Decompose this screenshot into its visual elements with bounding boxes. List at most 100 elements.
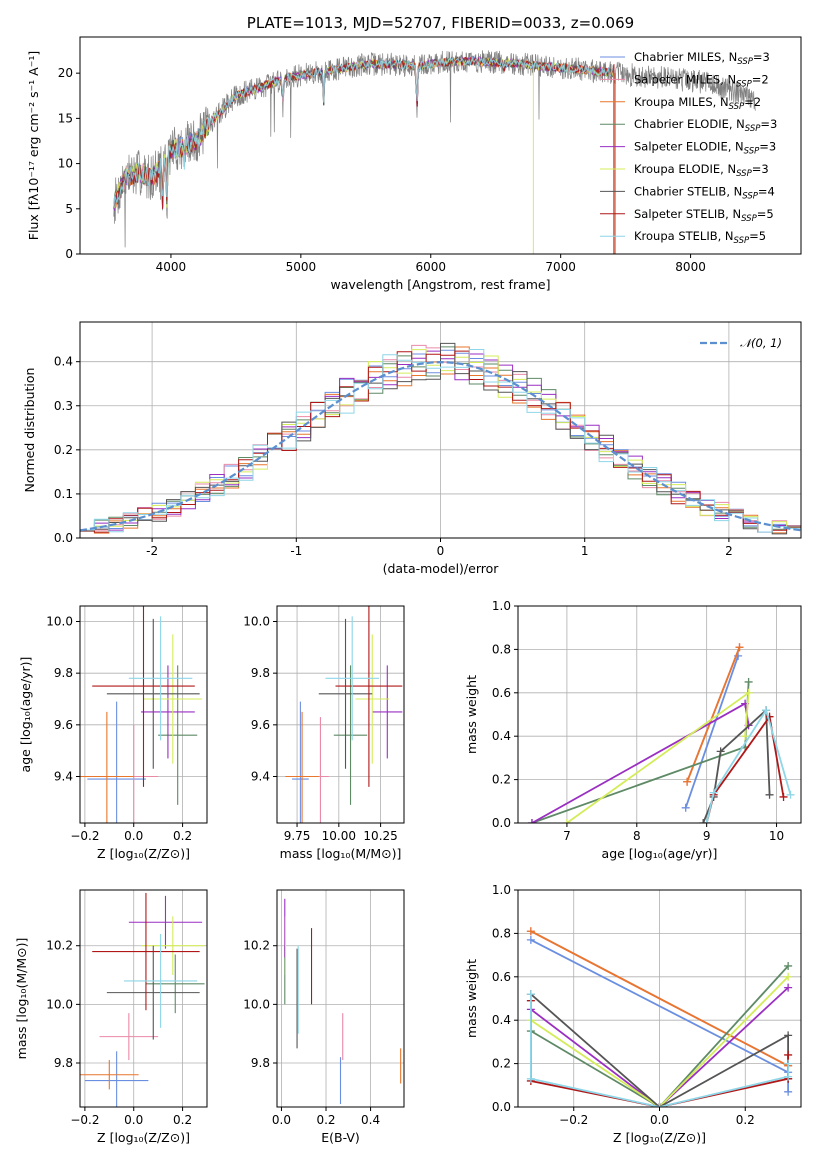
residuals-axes: -2 -1 0 1 2 0.0 0.1 0.2 0.3 0.4 (data-model)/error…	[22, 321, 802, 576]
kroupa_elodie-marker	[784, 972, 793, 981]
weight-vs-age-frame	[517, 605, 802, 824]
y-tick-label: 10.0	[46, 997, 73, 1011]
x-tick-label: -2	[146, 544, 158, 558]
x-tick-label: −0.2	[70, 829, 99, 843]
legend-text: Salpeter ELODIE, N	[634, 140, 744, 154]
y-axis-label: Flux [fλ10⁻¹⁷ erg cm⁻² s⁻¹ A⁻¹]	[26, 51, 41, 240]
kroupa_stelib-marker	[784, 1059, 793, 1068]
y-tick-label: 0.4	[54, 355, 73, 369]
mass-vs-ebv-frame	[276, 889, 405, 1108]
legend-subscript: SSP	[741, 214, 757, 224]
y-tick-label: 10.2	[243, 939, 270, 953]
x-tick-label: 0	[437, 544, 445, 558]
legend-label-salpeter_miles: Salpeter MILES, NSSP=2	[634, 72, 769, 89]
kroupa_elodie-marker	[562, 819, 571, 823]
y-tick-label: 10.0	[243, 997, 270, 1011]
chabrier_stelib-marker	[699, 819, 708, 823]
y-tick-label: 0.1	[54, 487, 73, 501]
y-tick-label: 0.3	[54, 399, 73, 413]
salpeter_stelib-marker	[784, 1050, 793, 1059]
legend-text: Chabrier STELIB, N	[634, 184, 742, 198]
weight-vs-age-panel: 7 8 9 10 0.0 0.2 0.4 0.6 0.8 1.0 age [log₁₀(age/yr…	[464, 599, 802, 861]
kroupa_elodie-weight-line	[530, 976, 789, 1107]
spectrum-frame	[79, 36, 802, 255]
y-tick-label: 0.4	[492, 729, 511, 743]
x-axis-label: Z [log₁₀(Z/Z⊙)]	[97, 846, 190, 861]
x-tick-label: 8000	[675, 260, 706, 274]
mass-vs-Z-plot-area	[80, 892, 205, 1107]
kroupa_miles-weight-line	[530, 930, 789, 1067]
residuals-plot-area	[80, 342, 801, 535]
legend-text: Kroupa ELODIE, N	[634, 162, 736, 176]
y-tick-label: 10.2	[46, 939, 73, 953]
kroupa_stelib-marker	[526, 1074, 535, 1083]
residuals-panel: -2 -1 0 1 2 0.0 0.1 0.2 0.3 0.4 (data-model)/error…	[22, 321, 802, 576]
chabrier_elodie-weight-line	[531, 681, 750, 823]
age-vs-Z-plot-area	[80, 606, 203, 823]
y-tick-label: 1.0	[492, 599, 511, 613]
legend-label-chabrier_miles: Chabrier MILES, NSSP=3	[634, 50, 770, 67]
residuals-legend: 𝒩(0, 1)	[700, 336, 782, 350]
x-axis-label: Z [log₁₀(Z/Z⊙)]	[97, 1130, 190, 1145]
x-tick-label: 7	[563, 829, 571, 843]
legend-tail: =3	[760, 117, 777, 131]
legend-tail: =2	[752, 72, 769, 86]
y-tick-label: 1.0	[492, 883, 511, 897]
mass-vs-Z-panel: −0.2 0.0 0.2 9.8 10.0 10.2 Z [log₁₀(Z/Z⊙)] mass…	[14, 889, 208, 1145]
legend-text: Kroupa MILES, N	[634, 95, 729, 109]
salpeter_elodie-weight-line	[530, 986, 789, 1107]
chabrier_elodie-marker	[784, 961, 793, 970]
legend-tail: =4	[758, 184, 775, 198]
x-tick-label: 8	[633, 829, 641, 843]
kroupa_miles-weight-line	[686, 646, 741, 783]
legend-tail: =5	[749, 229, 766, 243]
x-tick-label: 0.0	[272, 1113, 291, 1127]
y-tick-label: 9.6	[54, 718, 73, 732]
y-tick-label: 5	[65, 202, 73, 216]
age-vs-Z-panel: −0.2 0.0 0.2 9.4 9.6 9.8 10.0 Z [log₁₀(Z/Z⊙)] ag…	[18, 605, 208, 861]
chabrier_miles-weight-line	[684, 655, 739, 809]
y-tick-label: 0.8	[492, 926, 511, 940]
age-vs-mass-panel: 9.75 10.00 10.25 9.4 9.6 9.8 10.0 mass [log₁₀(M…	[243, 605, 405, 861]
y-tick-label: 15	[58, 111, 73, 125]
kroupa_stelib-marker	[762, 706, 771, 715]
weight-vs-Z-plot-area	[526, 927, 793, 1107]
y-tick-label: 9.8	[251, 666, 270, 680]
y-tick-label: 9.8	[54, 666, 73, 680]
x-tick-label: 2	[725, 544, 733, 558]
y-axis-label: mass weight	[464, 675, 479, 754]
x-tick-label: 4000	[156, 260, 187, 274]
weight-vs-Z-panel: −0.2 0.0 0.2 0.0 0.2 0.4 0.6 0.8 1.0 Z [log₁₀(Z/Z…	[464, 883, 802, 1145]
legend-subscript: SSP	[736, 79, 752, 89]
kroupa_miles-marker	[735, 643, 744, 652]
weight-vs-age-plot-area	[527, 643, 795, 823]
weight-vs-Z-axes: −0.2 0.0 0.2 0.0 0.2 0.4 0.6 0.8 1.0 Z [log₁₀(Z/Z…	[464, 883, 802, 1145]
mass-vs-ebv-axes: 0.0 0.2 0.4 9.8 10.0 10.2 E(B-V)	[243, 889, 405, 1145]
chabrier_miles-marker	[784, 1087, 793, 1096]
y-tick-label: 9.4	[251, 770, 270, 784]
age-vs-mass-plot-area	[285, 606, 403, 823]
kroupa_elodie-weight-line	[566, 690, 750, 823]
kroupa_stelib-marker	[526, 990, 535, 999]
chabrier_miles-marker	[681, 803, 690, 812]
legend-text: Chabrier ELODIE, N	[634, 117, 745, 131]
age-vs-mass-frame	[276, 605, 405, 824]
kroupa_stelib-marker	[702, 819, 711, 823]
kroupa_stelib-weight-line	[705, 708, 792, 823]
x-tick-label: 10	[769, 829, 784, 843]
legend-tail: =2	[744, 95, 761, 109]
spectrum-panel: 4000 5000 6000 7000 8000 0 5 10 15 20 wavelength […	[26, 14, 802, 292]
legend-text: Chabrier MILES, N	[634, 50, 737, 64]
y-tick-label: 0.0	[492, 816, 511, 830]
legend-label-chabrier_elodie: Chabrier ELODIE, NSSP=3	[634, 117, 777, 134]
x-axis-label: mass [log₁₀(M/M⊙)]	[280, 846, 402, 861]
kroupa_stelib-marker	[709, 788, 718, 797]
legend-text: Kroupa STELIB, N	[634, 229, 734, 243]
x-axis-label: wavelength [Angstrom, rest frame]	[330, 277, 550, 292]
chart-title: PLATE=1013, MJD=52707, FIBERID=0033, z=0…	[247, 14, 634, 32]
x-tick-label: 9.75	[284, 829, 311, 843]
x-axis-label: E(B-V)	[321, 1130, 360, 1145]
y-tick-label: 9.8	[251, 1056, 270, 1070]
x-tick-label: 0.2	[316, 1113, 335, 1127]
